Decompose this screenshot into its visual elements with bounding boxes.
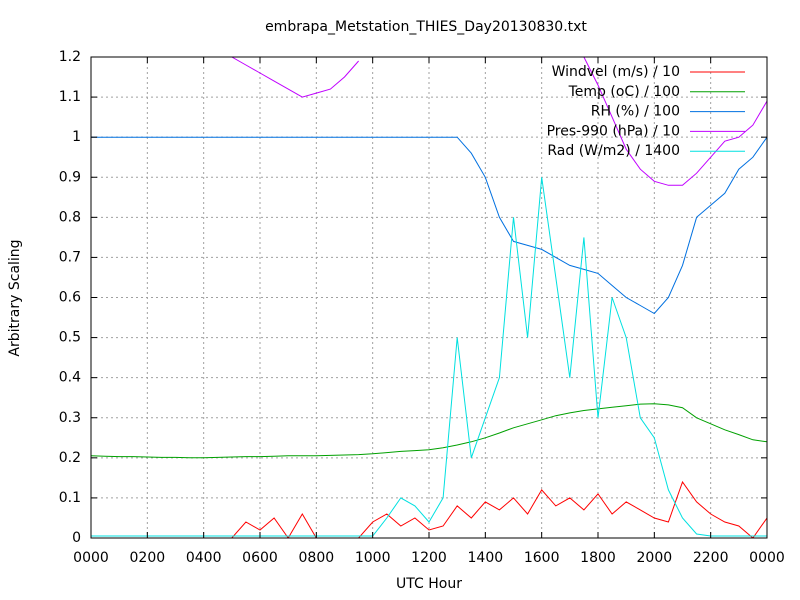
y-tick-label: 0.5 xyxy=(59,330,81,346)
y-tick-label: 1 xyxy=(72,129,81,145)
chart-title: embrapa_Metstation_THIES_Day20130830.txt xyxy=(265,19,587,35)
x-tick-label: 0000 xyxy=(749,550,785,566)
y-tick-label: 0.4 xyxy=(59,370,81,386)
x-tick-label: 0800 xyxy=(299,550,335,566)
y-tick-label: 0 xyxy=(72,530,81,546)
y-tick-label: 1.2 xyxy=(59,49,81,65)
y-tick-label: 0.3 xyxy=(59,410,81,426)
y-tick-label: 0.2 xyxy=(59,450,81,466)
y-tick-label: 0.1 xyxy=(59,490,81,506)
y-tick-label: 0.6 xyxy=(59,290,81,306)
series-line xyxy=(91,136,767,315)
series-line xyxy=(91,403,767,459)
legend-label: RH (%) / 100 xyxy=(591,104,680,120)
x-tick-label: 1400 xyxy=(468,550,504,566)
x-tick-label: 0200 xyxy=(130,550,166,566)
legend-label: Rad (W/m2) / 1400 xyxy=(547,143,680,159)
y-tick-label: 0.8 xyxy=(59,209,81,225)
x-tick-label: 2200 xyxy=(693,550,729,566)
x-tick-label: 1000 xyxy=(355,550,391,566)
x-tick-label: 1600 xyxy=(524,550,560,566)
y-axis-label: Arbitrary Scaling xyxy=(7,239,23,356)
legend-label: Temp (oC) / 100 xyxy=(568,84,680,100)
legend-label: Windvel (m/s) / 10 xyxy=(552,64,680,80)
x-tick-label: 1200 xyxy=(411,550,447,566)
y-tick-label: 1.1 xyxy=(59,89,81,105)
y-tick-label: 0.9 xyxy=(59,169,81,185)
x-tick-label: 0600 xyxy=(242,550,278,566)
y-tick-label: 0.7 xyxy=(59,249,81,265)
x-tick-label: 0400 xyxy=(186,550,222,566)
legend-label: Pres-990 (hPa) / 10 xyxy=(547,123,680,139)
x-tick-label: 1800 xyxy=(580,550,616,566)
series-line xyxy=(231,57,767,186)
x-axis-label: UTC Hour xyxy=(396,576,462,592)
series-line xyxy=(91,480,767,538)
x-tick-label: 0000 xyxy=(73,550,109,566)
plot-area xyxy=(91,57,767,538)
x-tick-label: 2000 xyxy=(637,550,673,566)
